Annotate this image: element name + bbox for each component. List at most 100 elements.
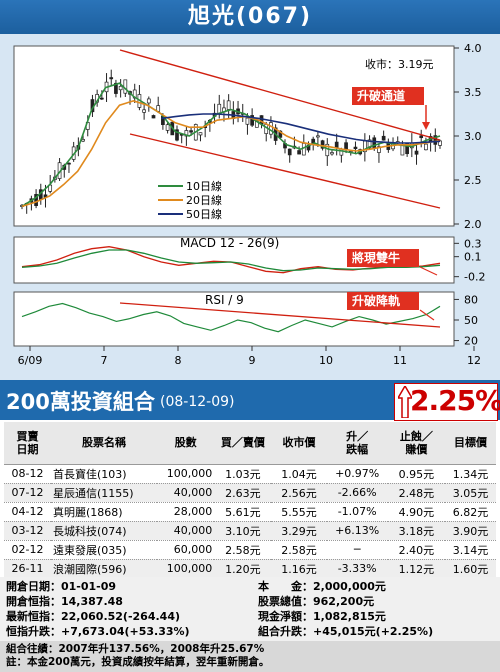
macd-arrow-icon bbox=[419, 266, 438, 276]
rsi-label-box bbox=[347, 292, 419, 310]
macd-label: 將現雙牛 bbox=[352, 250, 400, 265]
upper-channel-line bbox=[119, 49, 441, 141]
table-cell: +6.13% bbox=[326, 521, 388, 541]
macd-line-2 bbox=[21, 249, 441, 272]
table-cell: 2.40元 bbox=[387, 540, 445, 560]
breakout-label: 升破通道 bbox=[357, 88, 405, 103]
portfolio-summary: 開倉日期：01-01-09 開倉恒指：14,387.48 最新恒指：22,060… bbox=[0, 577, 500, 641]
header-stop: 止蝕／ 賺價 bbox=[387, 422, 445, 465]
ma-line-3 bbox=[161, 113, 441, 144]
table-cell: 遠東發展(035) bbox=[50, 540, 158, 560]
macd-title: MACD 12 - 26(9) bbox=[180, 236, 279, 250]
macd-tick-label: 0.1 bbox=[464, 251, 482, 264]
table-cell: 08-12 bbox=[4, 464, 51, 484]
table-cell: 28,000 bbox=[157, 502, 215, 522]
price-plot-area bbox=[13, 45, 455, 227]
portfolio-title: 200萬投資組合 bbox=[6, 390, 155, 414]
close-price-label: 收市：3.19元 bbox=[365, 57, 434, 71]
table-cell: 100,000 bbox=[157, 559, 215, 579]
table-cell: 1.16元 bbox=[271, 559, 327, 579]
table-cell: 3.90元 bbox=[444, 521, 496, 541]
candle-body bbox=[146, 98, 151, 104]
candle-body bbox=[372, 137, 377, 149]
candle-body bbox=[109, 77, 114, 80]
table-header-row: 買賣 日期 股票名稱 股數 買／賣價 收市價 升／ 跌幅 止蝕／ 賺價 目標價 bbox=[4, 422, 496, 465]
table-cell: 0.95元 bbox=[387, 464, 445, 484]
header-date: 買賣 日期 bbox=[4, 422, 51, 465]
table-cell: 2.63元 bbox=[214, 483, 272, 503]
table-cell: 2.56元 bbox=[271, 483, 327, 503]
legend-label: 50日線 bbox=[186, 207, 222, 221]
candle-body bbox=[184, 130, 189, 137]
candle-body bbox=[142, 109, 146, 113]
table-cell: 4.90元 bbox=[387, 502, 445, 522]
table-cell: 1.04元 bbox=[271, 464, 327, 484]
table-cell: -3.33% bbox=[326, 559, 388, 579]
candle-body bbox=[400, 145, 405, 156]
candle-body bbox=[81, 139, 85, 142]
candle-body bbox=[123, 79, 128, 94]
candle-body bbox=[34, 194, 38, 206]
table-row: 03-12 長城科技(074) 40,000 3.10元 3.29元 +6.13% 3.18… bbox=[4, 521, 496, 541]
table-cell: 5.55元 bbox=[271, 502, 327, 522]
up-arrow-icon bbox=[398, 386, 412, 418]
footer: 組合往績：2007年升137.56%，2008年升25.67% 註：本金200萬… bbox=[0, 641, 500, 672]
header-stock: 股票名稱 bbox=[50, 422, 158, 465]
candle-body bbox=[165, 124, 170, 131]
candle-body bbox=[377, 146, 381, 153]
table-cell: 5.61元 bbox=[214, 502, 272, 522]
index-change: 恒指升跌：+7,673.04(+53.33%) bbox=[6, 625, 190, 638]
rsi-tick-label: 50 bbox=[464, 314, 478, 327]
page-title: 旭光(067) bbox=[0, 0, 500, 34]
macd-tick-label: -0.2 bbox=[464, 271, 485, 284]
candle-body bbox=[301, 143, 306, 156]
table-cell: ─ bbox=[326, 540, 388, 560]
table-cell: 03-12 bbox=[4, 521, 51, 541]
rsi-label: 升破降軌 bbox=[352, 293, 400, 308]
lower-channel-line bbox=[129, 133, 441, 209]
table-cell: 1.12元 bbox=[387, 559, 445, 579]
latest-index: 最新恒指：22,060.52(-264.44) bbox=[6, 610, 181, 623]
ma-line-1 bbox=[21, 82, 441, 208]
rsi-downtrend-line bbox=[119, 302, 441, 328]
rsi-title: RSI / 9 bbox=[205, 293, 244, 307]
table-row: 08-12 首長寶佳(103) 100,000 1.03元 1.04元 +0.97% 0.9… bbox=[4, 464, 496, 484]
table-cell: -2.66% bbox=[326, 483, 388, 503]
table-cell: 1.03元 bbox=[214, 464, 272, 484]
portfolio-date: (08-12-09) bbox=[160, 394, 235, 410]
rsi-tick-label: 80 bbox=[464, 293, 478, 306]
table-cell: 26-11 bbox=[4, 559, 51, 579]
table-row: 04-12 真明麗(1868) 28,000 5.61元 5.55元 -1.07% 4.90… bbox=[4, 502, 496, 522]
price-tick-label: 3.0 bbox=[464, 130, 482, 143]
header-target: 目標價 bbox=[444, 422, 496, 465]
table-cell: 長城科技(074) bbox=[50, 521, 158, 541]
price-tick-label: 3.5 bbox=[464, 86, 482, 99]
price-tick-label: 2.5 bbox=[464, 174, 482, 187]
candle-body bbox=[353, 146, 358, 150]
portfolio-change-box bbox=[394, 383, 498, 421]
table-cell: 星辰通信(1155) bbox=[50, 483, 158, 503]
portfolio-change: 組合升跌：+45,015元(+2.25%) bbox=[258, 625, 434, 638]
x-tick-label: 8 bbox=[175, 354, 182, 367]
header-price: 買／賣價 bbox=[214, 422, 272, 465]
candle-body bbox=[433, 135, 438, 145]
table-row: 26-11 浪潮國際(596) 100,000 1.20元 1.16元 -3.33% 1.1… bbox=[4, 559, 496, 579]
table-cell: 07-12 bbox=[4, 483, 51, 503]
price-tick-label: 4.0 bbox=[464, 42, 482, 55]
table-cell: 3.10元 bbox=[214, 521, 272, 541]
x-tick-label: 11 bbox=[393, 354, 407, 367]
table-cell: 40,000 bbox=[157, 521, 215, 541]
table-cell: -1.07% bbox=[326, 502, 388, 522]
price-tick-label: 2.0 bbox=[464, 218, 482, 231]
candle-body bbox=[334, 141, 339, 149]
table-cell: 3.29元 bbox=[271, 521, 327, 541]
candle-body bbox=[67, 162, 71, 165]
x-tick-label: 10 bbox=[319, 354, 333, 367]
table-cell: 3.14元 bbox=[444, 540, 496, 560]
chart-panel: 4.0 3.5 3.0 2.5 2.0 6/09 7 8 9 10 11 12 10日線 20日線 50日線… bbox=[0, 34, 500, 380]
portfolio-change-pct: 2.25% bbox=[410, 384, 500, 417]
candle-body bbox=[226, 100, 231, 110]
table-cell: +0.97% bbox=[326, 464, 388, 484]
table-cell: 2.58元 bbox=[271, 540, 327, 560]
candle-body bbox=[189, 130, 193, 133]
